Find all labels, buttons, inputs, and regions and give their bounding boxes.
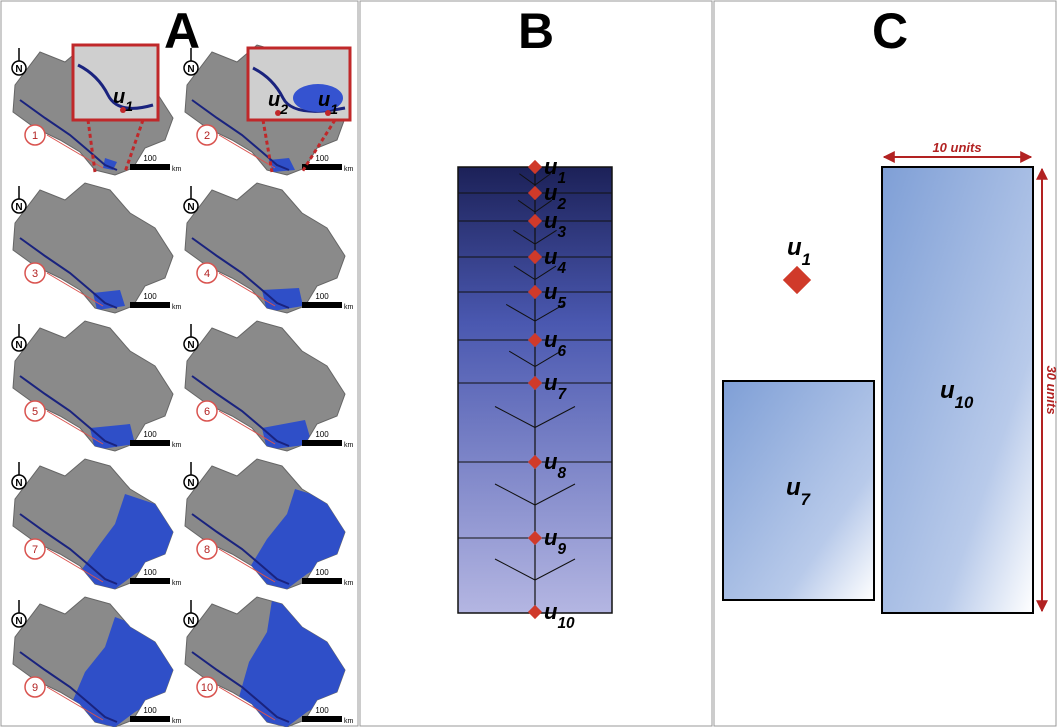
north-label: N <box>15 478 22 489</box>
scale-bar <box>302 302 342 308</box>
map: N 8 100 km <box>184 459 354 589</box>
north-label: N <box>15 64 22 75</box>
scale-bar <box>130 440 170 446</box>
scale-value: 100 <box>143 292 157 301</box>
scale-value: 100 <box>143 568 157 577</box>
variable-name: u <box>268 89 280 111</box>
scale-unit: km <box>172 442 182 449</box>
scale-unit: km <box>172 718 182 725</box>
scale-bar <box>302 440 342 446</box>
scale-value: 100 <box>143 154 157 163</box>
map-number: 9 <box>32 682 38 694</box>
map-number: 7 <box>32 544 38 556</box>
variable-index: 9 <box>557 541 566 558</box>
scale-unit: km <box>172 304 182 311</box>
variable-label: u1 <box>787 234 811 269</box>
variable-index: 1 <box>125 98 133 114</box>
variable-name: u <box>544 154 558 179</box>
variable-name: u <box>940 377 955 404</box>
variable-name: u <box>318 89 330 111</box>
variable-index: 3 <box>557 224 566 241</box>
variable-index: 1 <box>802 250 811 269</box>
north-label: N <box>187 64 194 75</box>
scale-value: 100 <box>315 430 329 439</box>
panel-letter: C <box>872 3 908 59</box>
variable-index: 6 <box>557 343 566 360</box>
variable-name: u <box>544 180 558 205</box>
scale-bar <box>130 716 170 722</box>
north-label: N <box>15 616 22 627</box>
map-number: 1 <box>32 130 38 142</box>
north-label: N <box>15 340 22 351</box>
scale-unit: km <box>344 304 354 311</box>
variable-name: u <box>113 86 125 108</box>
scale-value: 100 <box>315 292 329 301</box>
variable-index: 10 <box>557 615 575 632</box>
scale-unit: km <box>344 718 354 725</box>
map-number: 3 <box>32 268 38 280</box>
scale-value: 100 <box>315 568 329 577</box>
height-label: 30 units <box>1044 365 1057 414</box>
north-label: N <box>187 478 194 489</box>
variable-index: 10 <box>955 393 974 412</box>
north-label: N <box>187 202 194 213</box>
map-number: 8 <box>204 544 210 556</box>
variable-name: u <box>544 327 558 352</box>
variable-index: 1 <box>557 170 566 187</box>
scale-unit: km <box>344 166 354 173</box>
variable-name: u <box>544 599 558 624</box>
scale-value: 100 <box>143 706 157 715</box>
map: N 10 100 km <box>184 597 354 727</box>
width-label: 10 units <box>932 140 981 155</box>
scale-bar <box>302 716 342 722</box>
variable-name: u <box>544 244 558 269</box>
scale-unit: km <box>172 580 182 587</box>
scale-bar <box>130 302 170 308</box>
variable-name: u <box>787 234 802 261</box>
scale-value: 100 <box>143 430 157 439</box>
panel-letter: A <box>164 3 200 59</box>
map: N 7 100 km <box>12 459 182 589</box>
variable-index: 7 <box>557 386 567 403</box>
variable-index: 8 <box>557 465 566 482</box>
north-label: N <box>187 616 194 627</box>
map-number: 5 <box>32 406 38 418</box>
map-number: 4 <box>204 268 210 280</box>
variable-index: 5 <box>557 295 566 312</box>
variable-name: u <box>544 208 558 233</box>
north-label: N <box>187 340 194 351</box>
variable-name: u <box>544 279 558 304</box>
variable-name: u <box>786 474 801 501</box>
scale-bar <box>130 164 170 170</box>
variable-index: 4 <box>556 260 566 277</box>
variable-index: 1 <box>330 101 338 117</box>
map: N 9 100 km <box>12 597 182 727</box>
scale-value: 100 <box>315 154 329 163</box>
scale-bar <box>302 578 342 584</box>
map: N 4 100 km <box>184 183 354 313</box>
inset <box>73 45 158 120</box>
variable-name: u <box>544 449 558 474</box>
scale-unit: km <box>344 580 354 587</box>
variable-index: 2 <box>556 196 566 213</box>
variable-index: 2 <box>279 101 288 117</box>
variable-index: 7 <box>801 490 811 509</box>
variable-name: u <box>544 525 558 550</box>
scale-unit: km <box>172 166 182 173</box>
diamond <box>783 266 811 294</box>
map-number: 2 <box>204 130 210 142</box>
map-number: 10 <box>201 682 213 694</box>
scale-bar <box>130 578 170 584</box>
area-box <box>882 167 1033 613</box>
map: N 5 100 km <box>12 321 182 451</box>
map: N 6 100 km <box>184 321 354 451</box>
scale-unit: km <box>344 442 354 449</box>
north-label: N <box>15 202 22 213</box>
map: N 3 100 km <box>12 183 182 313</box>
scale-value: 100 <box>315 706 329 715</box>
map-number: 6 <box>204 406 210 418</box>
figure: A B C N 1 100 km N 2 100 km N 3 100 km N 4 100 km N 5 100 k… <box>0 0 1057 727</box>
panel-letter: B <box>518 3 554 59</box>
variable-name: u <box>544 370 558 395</box>
